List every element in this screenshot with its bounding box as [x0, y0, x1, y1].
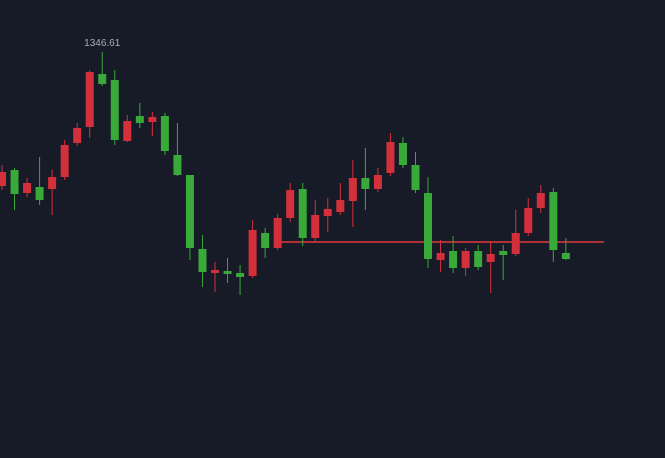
candle-body	[261, 233, 270, 248]
candle-body	[60, 145, 69, 177]
candle-body	[135, 116, 144, 123]
candle-body	[361, 178, 370, 189]
candle-body	[323, 209, 332, 216]
candle-body	[10, 170, 19, 194]
candle-body	[223, 271, 232, 274]
candle-body	[449, 251, 458, 268]
candle-body	[536, 193, 545, 208]
candle-body	[148, 117, 157, 122]
candle-body	[173, 155, 182, 175]
candle-body	[524, 208, 533, 233]
candle-body	[23, 183, 32, 193]
candle-body	[386, 142, 395, 173]
candle-body	[499, 251, 508, 255]
candle-body	[398, 143, 407, 165]
candle-body	[198, 249, 207, 272]
candle-body	[73, 128, 82, 143]
candle-body	[123, 121, 132, 141]
candle-body	[411, 165, 420, 190]
candle-body	[461, 251, 470, 268]
candle-body	[436, 253, 445, 260]
candle-body	[236, 273, 245, 277]
candle-body	[486, 254, 495, 262]
candle-body	[160, 116, 169, 151]
candle-body	[85, 72, 94, 127]
candle-body	[511, 233, 520, 254]
candle-body	[336, 200, 345, 212]
candle-body	[0, 172, 6, 186]
candle-body	[185, 175, 194, 248]
max-price-label: 1346.61	[84, 38, 121, 49]
candle-body	[474, 251, 483, 267]
candle-body	[286, 190, 295, 218]
candle-body	[273, 218, 282, 248]
candle-body	[373, 175, 382, 189]
candle-body	[110, 80, 119, 140]
candle-body	[311, 215, 320, 238]
candle-body	[348, 178, 357, 201]
candle-body	[549, 192, 558, 250]
candle-body	[248, 230, 257, 276]
candle-body	[35, 187, 44, 200]
candle-body	[211, 270, 220, 273]
candle-body	[48, 177, 57, 189]
candle-body	[424, 193, 433, 259]
candle-body	[561, 253, 570, 259]
candle-body	[298, 189, 307, 238]
candle-body	[98, 74, 107, 84]
